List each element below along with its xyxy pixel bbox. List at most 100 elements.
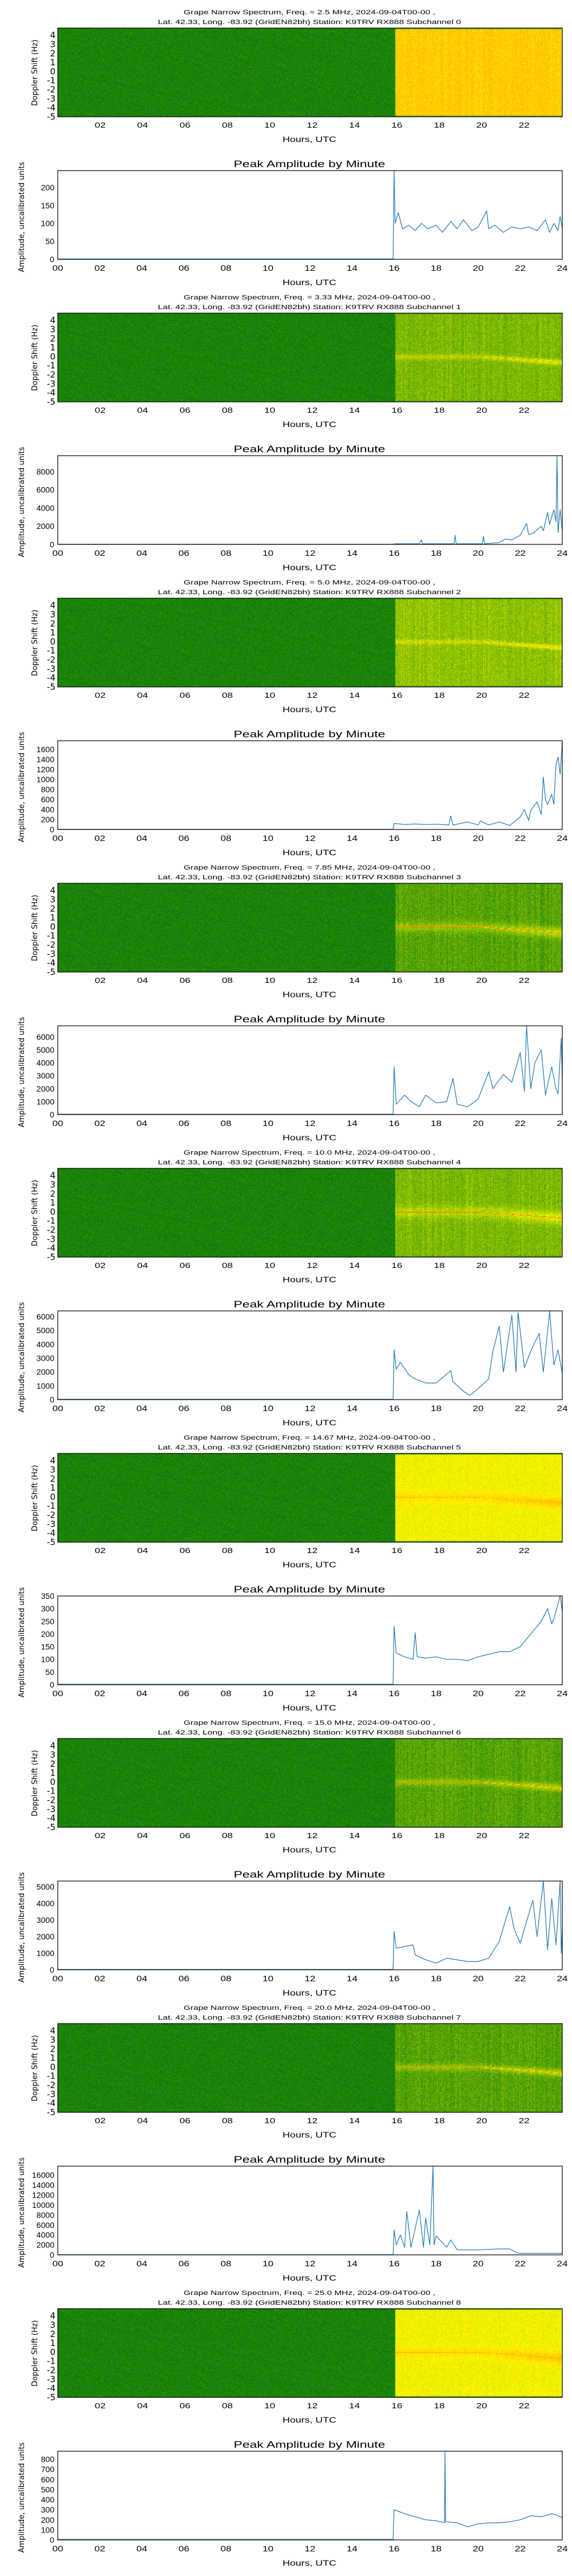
spectrogram-title-line2: Lat. 42.33, Long. -83.92 (GridEN82bh) St… — [158, 589, 461, 596]
spectrogram-title-line1: Grape Narrow Spectrum, Freq. = 15.0 MHz,… — [184, 1720, 435, 1726]
amplitude-ytick-label: 6000 — [37, 2221, 54, 2230]
spectrogram-xlabel: Hours, UTC — [283, 2415, 336, 2424]
spectrogram-ytick-label: -2 — [47, 2080, 55, 2091]
amplitude-ytick-label: 300 — [41, 1604, 55, 1613]
spectrogram-ytick-label: 0 — [50, 922, 55, 932]
amplitude-ytick-label: 50 — [45, 1668, 54, 1677]
amplitude-series-line — [58, 1595, 563, 1685]
amplitude-ytick-label: 6000 — [37, 1032, 54, 1041]
amplitude-xtick-label: 06 — [178, 548, 189, 558]
amplitude-xtick-label: 10 — [263, 2259, 273, 2268]
spectrogram-xtick-label: 16 — [391, 691, 402, 700]
spectrogram-ytick-label: 2 — [50, 333, 55, 343]
amplitude-xtick-label: 14 — [347, 2544, 357, 2553]
spectrogram-xtick-label: 22 — [519, 691, 530, 700]
spectrogram-ytick-label: 0 — [50, 2347, 55, 2357]
amplitude-ytick-label: 200 — [41, 815, 55, 824]
spectrogram-ytick-label: -1 — [47, 2356, 55, 2366]
spectrogram-ytick-label: -4 — [47, 958, 55, 968]
amplitude-ytick-label: 0 — [50, 1395, 54, 1404]
amplitude-xtick-label: 04 — [137, 833, 148, 843]
spectrogram-xtick-label: 04 — [137, 1546, 148, 1555]
spectrogram-xtick-label: 04 — [137, 1261, 148, 1270]
spectrogram-xtick-label: 08 — [222, 1261, 233, 1270]
spectrogram-ytick-label: -2 — [47, 2365, 55, 2376]
amplitude-xtick-label: 24 — [557, 1119, 568, 1128]
amplitude-ytick-label: 1200 — [37, 765, 54, 774]
amplitude-xtick-label: 20 — [473, 548, 484, 558]
amplitude-ytick-label: 2000 — [37, 2241, 54, 2250]
amplitude-xlabel: Hours, UTC — [283, 2273, 336, 2282]
spectrogram-xtick-label: 10 — [264, 1831, 275, 1840]
spectrogram-xtick-label: 02 — [95, 1831, 106, 1840]
spectrogram-panel-2: Grape Narrow Spectrum, Freq. = 5.0 MHz, … — [31, 579, 563, 714]
spectrogram-ytick-label: -4 — [47, 388, 55, 398]
amplitude-ytick-label: 14000 — [32, 2180, 54, 2190]
amplitude-ytick-label: 200 — [41, 183, 55, 192]
amplitude-ylabel: Amplitude, uncalibrated units — [18, 1302, 26, 1412]
spectrogram-ytick-label: 4 — [50, 315, 55, 326]
amplitude-xtick-label: 10 — [263, 1974, 273, 1983]
amplitude-xtick-label: 00 — [53, 263, 63, 272]
spectrogram-xtick-label: 02 — [95, 406, 106, 414]
amplitude-ytick-label: 8000 — [37, 2210, 54, 2219]
amplitude-xtick-label: 14 — [347, 1404, 357, 1413]
spectrogram-ylabel: Doppler Shift (Hz) — [31, 895, 39, 961]
spectrogram-xtick-label: 06 — [180, 691, 190, 700]
amplitude-xtick-label: 16 — [389, 548, 400, 558]
amplitude-xtick-label: 06 — [178, 1119, 189, 1128]
spectrogram-ytick-label: 3 — [50, 1464, 55, 1475]
amplitude-xtick-label: 16 — [389, 2259, 400, 2268]
spectrogram-ytick-label: -1 — [47, 76, 55, 86]
spectrogram-xtick-label: 12 — [307, 121, 317, 129]
amplitude-frame — [57, 1025, 563, 1115]
spectrogram-xtick-label: 16 — [391, 2116, 402, 2125]
amplitude-xtick-label: 00 — [53, 2544, 63, 2553]
amplitude-ytick-label: 5000 — [37, 1326, 54, 1335]
amplitude-frame — [57, 455, 563, 545]
amplitude-xtick-label: 12 — [305, 2259, 316, 2268]
spectrogram-xtick-label: 12 — [307, 2116, 317, 2125]
spectrogram-title-line1: Grape Narrow Spectrum, Freq. = 10.0 MHz,… — [184, 1149, 435, 1156]
amplitude-xtick-label: 20 — [473, 1119, 484, 1128]
amplitude-ylabel: Amplitude, uncalibrated units — [18, 1587, 26, 1697]
amplitude-xtick-label: 04 — [137, 1689, 148, 1698]
amplitude-ytick-label: 0 — [50, 825, 54, 834]
amplitude-ytick-label: 4000 — [37, 1340, 54, 1349]
amplitude-panel-4: Peak Amplitude by Minute0100020003000400… — [18, 1299, 568, 1427]
spectrogram-xtick-label: 08 — [222, 406, 233, 414]
amplitude-xtick-label: 00 — [53, 548, 63, 558]
spectrogram-ytick-label: 1 — [50, 627, 55, 638]
spectrogram-ytick-label: 2 — [50, 1188, 55, 1199]
amplitude-xlabel: Hours, UTC — [283, 1133, 336, 1142]
amplitude-xtick-label: 08 — [221, 1974, 232, 1983]
spectrogram-ytick-label: -4 — [47, 102, 55, 113]
spectrogram-xtick-label: 08 — [222, 1546, 233, 1555]
amplitude-frame — [57, 2166, 563, 2255]
amplitude-xtick-label: 02 — [94, 1974, 105, 1983]
amplitude-xtick-label: 08 — [221, 1119, 232, 1128]
spectrogram-xtick-label: 04 — [137, 2401, 148, 2410]
amplitude-ytick-label: 800 — [41, 785, 55, 794]
amplitude-xtick-label: 20 — [473, 833, 484, 843]
spectrogram-xtick-label: 12 — [307, 1546, 317, 1555]
amplitude-title: Peak Amplitude by Minute — [234, 1869, 386, 1880]
amplitude-xtick-label: 06 — [178, 1404, 189, 1413]
spectrogram-frame — [57, 1168, 563, 1258]
amplitude-xtick-label: 16 — [389, 2544, 400, 2553]
amplitude-xtick-label: 04 — [137, 2259, 148, 2268]
spectrogram-xtick-label: 12 — [307, 976, 317, 985]
amplitude-ylabel: Amplitude, uncalibrated units — [18, 2157, 26, 2267]
amplitude-xtick-label: 02 — [94, 2544, 105, 2553]
amplitude-xtick-label: 00 — [53, 1119, 63, 1128]
spectrogram-xtick-label: 22 — [519, 2401, 530, 2410]
spectrogram-ytick-label: 1 — [50, 342, 55, 353]
amplitude-series-line — [58, 455, 563, 545]
amplitude-title: Peak Amplitude by Minute — [234, 2439, 386, 2450]
amplitude-xtick-label: 02 — [94, 2259, 105, 2268]
spectrogram-xtick-label: 22 — [519, 121, 530, 129]
spectrogram-xtick-label: 08 — [222, 976, 233, 985]
amplitude-xtick-label: 08 — [221, 2259, 232, 2268]
amplitude-ytick-label: 4000 — [37, 1058, 54, 1068]
spectrogram-panel-8: Grape Narrow Spectrum, Freq. = 25.0 MHz,… — [31, 2290, 563, 2424]
